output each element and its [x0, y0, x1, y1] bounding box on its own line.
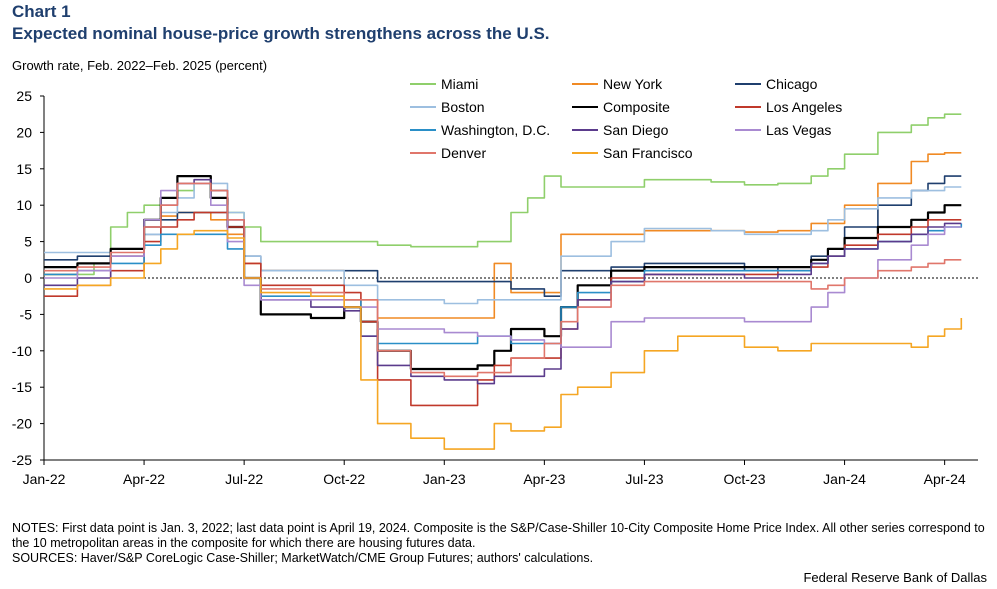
x-tick-label: Jan-23	[423, 471, 466, 487]
x-tick-label: Jul-23	[625, 471, 663, 487]
series-line-boston	[44, 182, 962, 305]
series-line-new-york	[44, 152, 962, 319]
y-tick-label: 0	[24, 270, 32, 286]
x-tick-label: Jan-22	[23, 471, 66, 487]
legend-label: Boston	[441, 99, 485, 115]
x-tick-label: Oct-22	[323, 471, 365, 487]
legend-label: Denver	[441, 145, 486, 161]
x-tick-label: Apr-22	[123, 471, 165, 487]
y-tick-label: -25	[12, 452, 32, 468]
chart-title: Expected nominal house-price growth stre…	[12, 24, 550, 43]
legend-label: Miami	[441, 76, 478, 92]
y-tick-label: -20	[12, 416, 32, 432]
y-tick-label: 25	[16, 88, 32, 104]
legend-label: Los Angeles	[766, 99, 842, 115]
y-tick-label: 15	[16, 161, 32, 177]
chart-label: Chart 1	[12, 2, 71, 21]
y-tick-label: -10	[12, 343, 32, 359]
series-line-denver	[44, 182, 962, 378]
sources-text: SOURCES: Haver/S&P CoreLogic Case-Shille…	[12, 551, 594, 565]
y-unit-label: Growth rate, Feb. 2022–Feb. 2025 (percen…	[12, 58, 268, 73]
legend-label: San Diego	[603, 122, 669, 138]
series-line-san-francisco	[44, 229, 963, 450]
x-tick-label: Jul-22	[225, 471, 263, 487]
chart-notes: NOTES: First data point is Jan. 3, 2022;…	[12, 521, 987, 566]
legend-label: San Francisco	[603, 145, 693, 161]
x-tick-label: Oct-23	[723, 471, 765, 487]
legend-label: Washington, D.C.	[441, 122, 550, 138]
legend-label: Chicago	[766, 76, 818, 92]
x-tick-label: Jan-24	[823, 471, 866, 487]
y-tick-label: 10	[16, 197, 32, 213]
legend-label: Las Vegas	[766, 122, 831, 138]
y-tick-label: 5	[24, 234, 32, 250]
legend-label: New York	[603, 76, 663, 92]
series-line-las-vegas	[44, 182, 962, 348]
x-tick-label: Apr-23	[523, 471, 565, 487]
series-line-miami	[44, 113, 962, 276]
legend-label: Composite	[603, 99, 670, 115]
y-tick-label: -5	[20, 306, 33, 322]
source-credit: Federal Reserve Bank of Dallas	[803, 570, 987, 585]
notes-text: NOTES: First data point is Jan. 3, 2022;…	[12, 521, 985, 550]
y-tick-label: -15	[12, 379, 32, 395]
y-tick-label: 20	[16, 124, 32, 140]
x-tick-label: Apr-24	[924, 471, 966, 487]
line-chart: 25 20 15 10 5 0 -5 -10 -15 -20 -25 Jan-22 Apr-22 Jul-…	[12, 76, 978, 487]
series-line-composite	[44, 175, 962, 371]
